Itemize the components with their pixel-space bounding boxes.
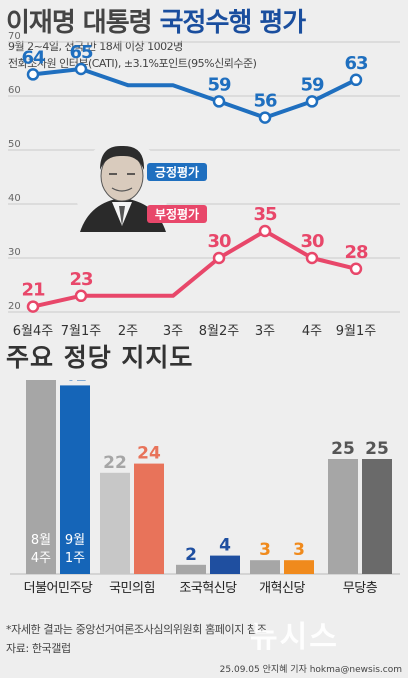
data-point [74, 62, 88, 76]
data-point [305, 251, 319, 265]
data-label: 59 [207, 74, 231, 95]
y-tick-label: 70 [8, 31, 21, 42]
x-tick-label: 2주 [118, 324, 138, 339]
bar-value-label: 3 [293, 540, 305, 560]
series-line [32, 67, 357, 120]
data-point [305, 95, 319, 108]
category-label: 개혁신당 [259, 581, 305, 596]
y-tick-label: 20 [8, 301, 21, 312]
y-tick-label: 40 [8, 193, 21, 204]
category-label: 무당층 [343, 581, 378, 596]
y-tick-label: 50 [8, 139, 21, 150]
credit-line: 25.09.05 안지혜 기자 hokma@newsis.com [219, 665, 402, 675]
source: 자료: 한국갤럽 [6, 642, 71, 655]
data-label: 30 [207, 231, 231, 252]
x-tick-label: 8월2주 [199, 324, 240, 339]
survey-info-line2: 전화조사원 인터뷰(CATI), ±3.1%포인트(95%신뢰수준) [8, 57, 257, 70]
tie-shape [119, 206, 125, 226]
title-part2: 국정수행 평가 [159, 8, 307, 38]
data-point [258, 224, 272, 238]
approval-line-chart: 20 30 40 50 60 70 21 23 30 35 30 28 64 65 59 56 59 63 6… [8, 31, 400, 339]
x-tick-label: 9월1주 [336, 324, 377, 339]
party-support-title: 주요 정당 지지도 [6, 343, 194, 372]
bar-value-label: 25 [331, 439, 355, 459]
data-label: 64 [21, 47, 45, 68]
y-axis-ticks: 20 30 40 50 60 70 [8, 31, 21, 312]
data-label: 65 [69, 42, 93, 63]
hair-shape [100, 145, 145, 170]
x-axis-labels: 6월4주 7월1주 2주 3주 8월2주 3주 4주 9월1주 [13, 324, 377, 339]
data-point [258, 111, 272, 124]
bar [328, 459, 358, 574]
series-line [32, 229, 357, 309]
data-label: 28 [344, 242, 368, 263]
bar-value-label: 24 [137, 444, 161, 464]
bar [362, 459, 392, 574]
bar [284, 560, 314, 574]
data-label: 35 [253, 204, 277, 225]
bar-value-label: 2 [185, 545, 197, 565]
newsis-watermark: 뉴시스 [250, 620, 339, 655]
bar [100, 472, 130, 574]
party-bar-chart: 4441더불어민주당2224국민의힘24조국혁신당33개혁신당2525무당층8월… [10, 380, 400, 596]
data-point [26, 68, 40, 81]
negative-series: 21 23 30 35 30 28 [21, 204, 369, 313]
bar [60, 385, 90, 574]
president-portrait [72, 143, 172, 232]
x-tick-label: 4주 [302, 324, 322, 339]
legend-badge [147, 163, 207, 181]
bar [250, 560, 280, 574]
bar-value-label: 4 [219, 536, 231, 556]
data-label: 56 [253, 91, 277, 112]
chart-title: 이재명 대통령 국정수행 평가 [6, 2, 307, 39]
data-point [212, 95, 226, 108]
positive-series: 64 65 59 56 59 63 [21, 42, 369, 124]
y-tick-label: 60 [8, 85, 21, 96]
data-point [26, 300, 40, 313]
bar-inline-label: 4주 [31, 551, 51, 566]
bar-value-label: 25 [365, 439, 389, 459]
data-label: 63 [344, 53, 368, 74]
bar-value-label: 3 [259, 540, 271, 560]
x-tick-label: 3주 [255, 324, 275, 339]
survey-info-line1: 9월 2~4일, 전국 만 18세 이상 1002명 [8, 40, 183, 53]
legend-badge [147, 205, 207, 223]
data-point [349, 262, 363, 276]
bar-inline-label: 1주 [65, 551, 85, 566]
bar [26, 380, 56, 574]
bar-value-label: 41 [63, 380, 87, 385]
data-label: 21 [21, 280, 45, 301]
bar-inline-label: 8월 [31, 533, 51, 548]
x-tick-label: 3주 [163, 324, 183, 339]
legend-label: 부정평가 [155, 207, 199, 222]
data-point [74, 289, 88, 303]
bar [176, 564, 206, 574]
data-label: 23 [69, 269, 93, 290]
x-tick-label: 6월4주 [13, 324, 54, 339]
data-point [212, 251, 226, 265]
bar [134, 463, 164, 574]
bar-value-label: 22 [103, 453, 127, 473]
data-label: 59 [300, 74, 324, 95]
category-label: 국민의힘 [109, 581, 155, 596]
y-tick-label: 30 [8, 247, 21, 258]
data-point [349, 73, 363, 87]
bar-inline-label: 9월 [65, 533, 85, 548]
legend-label: 긍정평가 [155, 165, 199, 180]
x-tick-label: 7월1주 [61, 324, 102, 339]
title-part1: 이재명 대통령 [6, 8, 153, 38]
category-label: 조국혁신당 [179, 581, 237, 596]
bar [210, 555, 240, 574]
category-label: 더불어민주당 [24, 581, 93, 596]
data-label: 30 [300, 231, 324, 252]
footnote: *자세한 결과는 중앙선거여론조사심의위원회 홈페이지 참조 [6, 623, 267, 636]
